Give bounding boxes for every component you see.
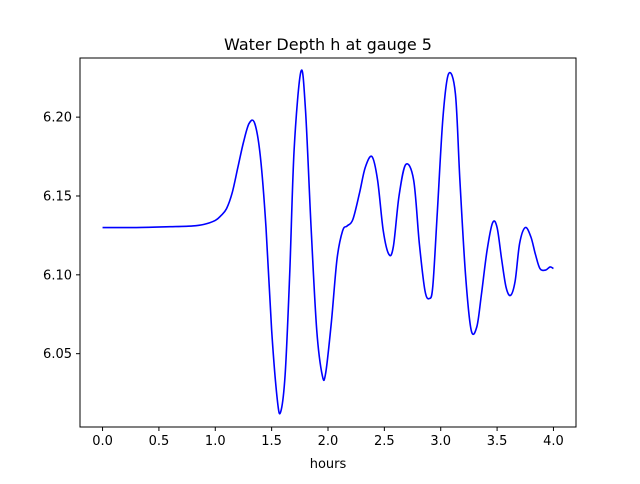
- x-tick-label: 1.5: [261, 434, 282, 449]
- x-tick-label: 1.0: [205, 434, 226, 449]
- series-line-0: [102, 69, 554, 415]
- y-tick-label: 6.05: [43, 347, 72, 362]
- x-tick-label: 3.0: [430, 434, 451, 449]
- x-tick-label: 3.5: [487, 434, 508, 449]
- y-tick-label: 6.10: [43, 268, 72, 283]
- x-tick-label: 0.0: [92, 434, 113, 449]
- y-tick-label: 6.15: [43, 189, 72, 204]
- x-tick-label: 0.5: [149, 434, 170, 449]
- y-axis: 6.05 6.10 6.15 6.20: [43, 111, 80, 362]
- x-tick-label: 2.0: [318, 434, 339, 449]
- plot-area: [102, 69, 554, 415]
- x-axis: 0.0 0.5 1.0 1.5 2.0 2.5 3.0 3.5 4.0: [92, 427, 564, 449]
- x-axis-label: hours: [310, 457, 347, 472]
- y-tick-label: 6.20: [43, 111, 72, 126]
- plot-frame: [79, 57, 577, 428]
- x-tick-label: 2.5: [374, 434, 395, 449]
- chart-title: Water Depth h at gauge 5: [224, 35, 432, 54]
- x-tick-label: 4.0: [543, 434, 564, 449]
